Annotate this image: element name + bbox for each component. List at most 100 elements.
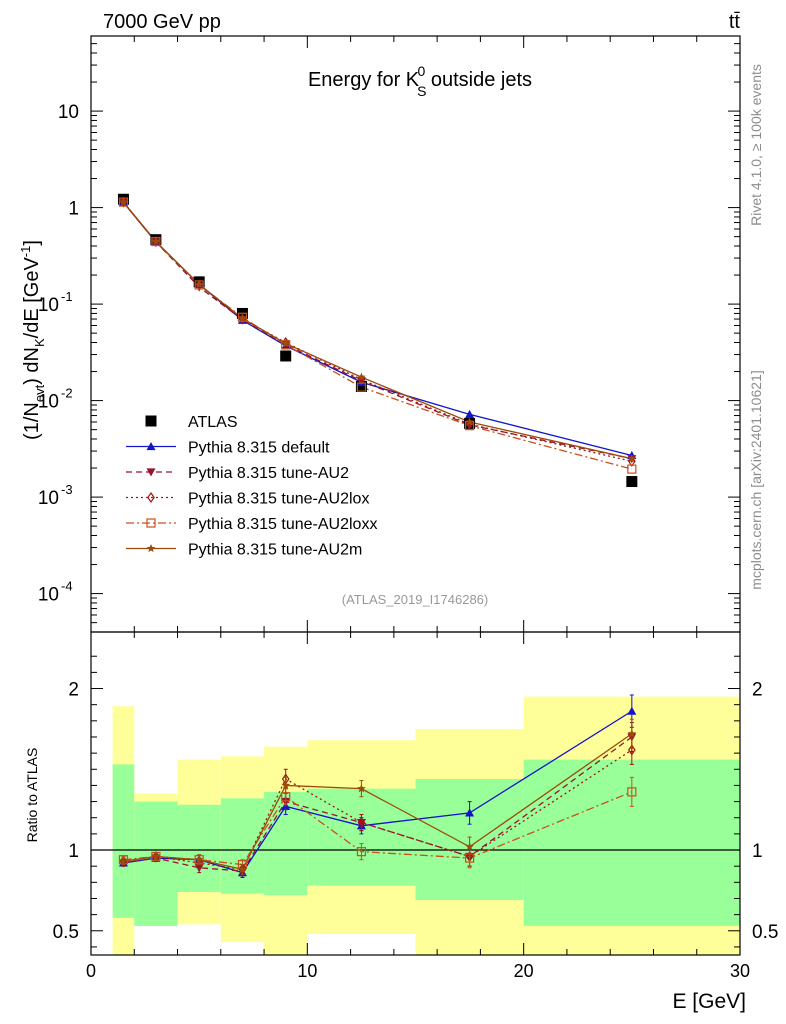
main-point-AU2m [281, 339, 290, 348]
ratio-point-AU2m [465, 842, 474, 851]
main-point-AU2m [238, 313, 247, 323]
main-point-AU2m [627, 454, 637, 463]
ratio-y-tick-label-right: 2 [752, 680, 763, 701]
legend-marker-default [146, 442, 156, 451]
y-tick-exponent: -4 [61, 579, 73, 594]
main-point-ATLAS [626, 476, 638, 488]
y-tick-label: 10 [58, 102, 79, 123]
ratio-point-AU2loxx [627, 787, 637, 797]
ratio-point-AU2m [357, 784, 366, 793]
main-point-AU2m [151, 237, 161, 246]
ylabel-c: /dE [GeV [21, 257, 43, 339]
ratio-point-AU2lox [357, 817, 366, 829]
watermark: (ATLAS_2019_I1746286) [342, 592, 488, 607]
y-tick-label: 10 [38, 392, 59, 413]
ratio-point-AU2m [119, 856, 128, 865]
title-sub: S [417, 83, 426, 99]
ratio-y-label: Ratio to ATLAS [24, 748, 40, 843]
band-inner-bin [220, 798, 265, 894]
legend-marker-AU2 [146, 468, 156, 477]
legend-label-AU2m: Pythia 8.315 tune-AU2m [188, 542, 362, 559]
ratio-y-tick-label-right: 0.5 [752, 922, 778, 943]
ratio-point-AU2m [151, 852, 161, 861]
y-tick-label: 10 [38, 488, 59, 509]
main-point-AU2lox [465, 418, 474, 430]
y-label-text: (1/Nevt) dNK/dE [GeV-1] [18, 240, 47, 440]
ratio-point-AU2m [281, 780, 290, 790]
main-point-AU2lox [357, 374, 366, 386]
main-line-AU2m [122, 201, 632, 460]
legend-label-AU2loxx: Pythia 8.315 tune-AU2loxx [188, 516, 377, 533]
main-point-AU2m [465, 417, 474, 426]
band-inner-bin [307, 788, 416, 886]
band-inner-bin [177, 804, 221, 893]
mcplots-label: mcplots.cern.ch [arXiv:2401.10621] [748, 370, 764, 589]
ratio-point-AU2m [194, 855, 204, 864]
ratio-y-tick-label: 0.5 [53, 922, 79, 943]
ratio-frame [90, 631, 741, 956]
legend: ATLAS Pythia 8.315 default Pythia 8.315 tu… [126, 414, 377, 559]
y-tick-exponent: -3 [61, 482, 73, 497]
x-tick-label: 20 [514, 961, 534, 981]
ratio-line-default [123, 710, 633, 874]
ratio-line-AU2 [123, 736, 633, 872]
ylabel-c-sup: -1 [18, 246, 33, 258]
ratio-point-AU2m [238, 864, 247, 873]
y-tick-label: 10 [38, 585, 59, 606]
title-pre: Energy for K [308, 69, 420, 91]
main-point-ATLAS [355, 380, 367, 392]
rivet-text: Rivet 4.1.0, ≥ 100k events [748, 64, 764, 226]
main-point-AU2m [194, 279, 204, 288]
band-inner-bin [134, 801, 178, 926]
main-point-ATLAS [280, 350, 292, 362]
rivet-label: Rivet 4.1.0, ≥ 100k events [748, 64, 764, 226]
main-point-AU2lox [627, 455, 636, 467]
ylabel-b-sub: K [32, 338, 47, 347]
data-markers [117, 193, 638, 878]
legend-label-AU2lox: Pythia 8.315 tune-AU2lox [188, 491, 369, 508]
main-point-AU2loxx [627, 464, 637, 474]
ratio-point-default [627, 706, 637, 715]
main-point-AU2m [357, 372, 366, 381]
ratio-y-tick-label: 1 [68, 841, 79, 862]
main-line-AU2loxx [122, 201, 633, 470]
main-point-default [465, 409, 475, 418]
legend-label-default: Pythia 8.315 default [188, 440, 330, 457]
ratio-point-AU2lox [627, 744, 636, 756]
y-tick-label: 10 [38, 295, 59, 316]
main-title: Energy for KS 0 outside jets [308, 63, 532, 99]
ratio-ylabel-text: Ratio to ATLAS [24, 748, 40, 843]
y-tick-exponent: -2 [61, 386, 73, 401]
main-point-AU2loxx [356, 382, 367, 392]
ratio-line-AU2m [123, 733, 633, 871]
legend-label-ATLAS: ATLAS [188, 414, 238, 431]
legend-marker-AU2loxx [146, 518, 156, 528]
legend-marker-AU2m [146, 544, 156, 553]
title-sup: 0 [417, 63, 425, 79]
ratio-point-default [465, 808, 475, 817]
ratio-point-AU2loxx [356, 847, 367, 857]
band-inner-bin [112, 764, 135, 918]
legend-label-AU2: Pythia 8.315 tune-AU2 [188, 465, 349, 482]
main-point-AU2m [119, 197, 128, 206]
title-post: outside jets [425, 69, 532, 91]
y-tick-label: 1 [68, 199, 79, 220]
series-lines [122, 201, 633, 874]
ylabel-a-sub: evt [32, 384, 47, 402]
x-tick-label: 30 [730, 961, 750, 981]
ylabel-d: ] [21, 240, 43, 246]
x-axis-label: E [GeV] [672, 990, 746, 1013]
legend-marker-AU2lox [147, 491, 155, 504]
y-axis-label: (1/Nevt) dNK/dE [GeV-1] [18, 240, 47, 440]
ratio-y-tick-label-right: 1 [752, 841, 763, 862]
ylabel-b: ) dN [21, 347, 43, 385]
ylabel-a: (1/N [21, 402, 43, 440]
ratio-y-tick-label: 2 [68, 680, 79, 701]
legend-marker-ATLAS [145, 415, 157, 427]
header-right: tt̄ [729, 11, 741, 33]
header-left: 7000 GeV pp [103, 11, 221, 33]
x-tick-label: 0 [86, 961, 96, 981]
x-tick-label: 10 [297, 961, 317, 981]
